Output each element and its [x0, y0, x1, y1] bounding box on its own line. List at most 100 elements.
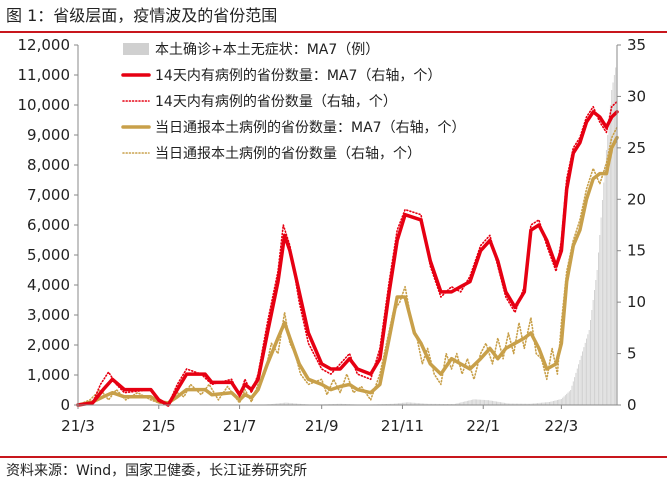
case-bar — [596, 270, 598, 405]
case-bar — [464, 401, 466, 405]
case-bar — [501, 402, 503, 405]
case-bar — [613, 75, 615, 405]
left-tick-label: 1,000 — [27, 366, 70, 384]
case-bar — [500, 402, 501, 405]
case-bar — [300, 403, 301, 405]
case-bar — [558, 399, 560, 405]
case-bar — [578, 364, 580, 405]
case-bar — [292, 403, 294, 405]
case-bar — [298, 403, 300, 405]
case-bar — [341, 403, 343, 405]
left-tick-label: 7,000 — [27, 186, 70, 204]
case-bar — [423, 403, 425, 405]
case-bar — [556, 400, 558, 405]
case-bar — [505, 403, 507, 405]
case-bar — [415, 402, 417, 405]
case-bar — [290, 403, 292, 405]
case-bar — [576, 368, 578, 405]
left-tick-label: 0 — [60, 396, 70, 414]
case-bar — [515, 403, 517, 405]
case-bar — [466, 400, 468, 405]
x-tick-label: 21/3 — [61, 417, 95, 435]
case-bar — [473, 399, 475, 405]
case-bar — [587, 334, 589, 405]
legend-label: 14天内有病例的省份数量（右轴，个） — [155, 94, 397, 110]
case-bar — [590, 320, 591, 405]
case-bar — [419, 403, 421, 405]
case-bar — [413, 402, 415, 405]
x-tick-label: 22/3 — [545, 417, 579, 435]
case-bar — [436, 403, 438, 405]
case-bar — [421, 403, 423, 405]
case-bar — [398, 403, 399, 405]
case-bar — [297, 403, 299, 405]
case-bar — [493, 401, 495, 405]
case-bar — [461, 402, 463, 405]
case-bar — [497, 401, 499, 405]
case-bar — [542, 402, 544, 405]
case-bar — [334, 403, 336, 405]
case-bar — [549, 402, 550, 405]
case-bar — [502, 402, 504, 405]
case-bar — [456, 403, 458, 405]
case-bar — [552, 401, 554, 405]
case-bar — [492, 400, 493, 405]
case-bar — [425, 403, 427, 405]
case-bar — [526, 403, 528, 405]
left-tick-label: 10,000 — [18, 96, 71, 114]
case-bar — [506, 403, 508, 405]
case-bar — [611, 90, 613, 405]
case-bar — [609, 105, 611, 405]
left-tick-label: 12,000 — [18, 36, 71, 54]
case-bar — [490, 400, 492, 405]
case-bar — [551, 401, 553, 405]
case-bar — [559, 399, 561, 405]
top-rule — [0, 31, 667, 33]
case-bar — [594, 290, 595, 405]
left-tick-label: 11,000 — [18, 66, 71, 84]
case-bar — [337, 403, 339, 405]
case-bar — [276, 403, 278, 405]
case-bar — [404, 402, 406, 405]
case-bar — [288, 402, 290, 405]
right-tick-label: 35 — [627, 36, 646, 54]
right-tick-label: 10 — [627, 293, 646, 311]
case-bar — [612, 82, 614, 405]
case-bar — [481, 399, 483, 405]
case-bar — [517, 403, 519, 405]
case-bar — [580, 355, 582, 405]
case-bar — [582, 351, 584, 405]
case-bar — [281, 403, 283, 405]
case-bar — [433, 403, 435, 406]
case-bar — [440, 403, 442, 405]
legend: 本土确诊+本土无症状：MA7（例） 14天内有病例的省份数量：MA7（右轴，个） 1… — [121, 42, 466, 162]
case-bar — [431, 403, 433, 405]
case-bar — [294, 403, 296, 405]
case-bar — [408, 402, 410, 405]
case-bar — [521, 403, 523, 405]
case-bar — [412, 402, 414, 405]
case-bar — [420, 403, 422, 405]
case-bar — [535, 403, 537, 405]
case-bar — [494, 401, 496, 405]
red-ma7-line — [76, 110, 619, 407]
case-bar — [465, 401, 467, 405]
case-bar — [437, 403, 439, 405]
case-bar — [342, 403, 344, 405]
case-bar — [407, 402, 409, 405]
case-bar — [339, 403, 341, 405]
case-bar — [416, 403, 418, 405]
case-bar — [599, 235, 601, 405]
case-bar — [301, 403, 303, 405]
case-bar — [583, 347, 585, 405]
case-bar — [568, 391, 570, 405]
case-bar — [519, 403, 521, 405]
right-tick-label: 20 — [627, 190, 646, 208]
case-bar — [480, 399, 482, 405]
case-bar — [545, 402, 546, 405]
legend-swatch-bars — [123, 43, 149, 55]
case-bar — [533, 403, 535, 405]
left-tick-label: 9,000 — [27, 126, 70, 144]
case-bar — [572, 381, 574, 405]
case-bar — [280, 403, 282, 405]
